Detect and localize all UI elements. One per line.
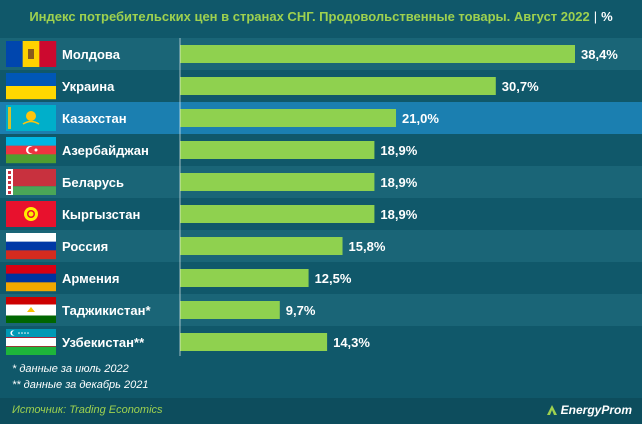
armenia-stripe [6, 265, 56, 274]
russia-flag [6, 233, 56, 259]
azerbaijan-stripe [6, 154, 56, 163]
value-label: 9,7% [286, 303, 316, 318]
russia-stripe [6, 242, 56, 251]
logo: EnergyProm [546, 403, 632, 417]
bar [180, 205, 374, 223]
chart-title: Индекс потребительских цен в странах СНГ… [0, 0, 642, 34]
moldova-stripe [6, 41, 23, 67]
bar-chart: Молдова 38,4% Украина 30,7% Казахстан 21,0% Аз… [0, 34, 642, 356]
kyrgyzstan-flag [6, 201, 56, 227]
moldova-emblem [28, 49, 34, 59]
title-separator: | [594, 9, 597, 24]
bar [180, 77, 496, 95]
bar [180, 45, 575, 63]
value-label: 18,9% [380, 207, 417, 222]
ukraine-stripe [6, 73, 56, 86]
chart-title-unit: % [601, 9, 613, 24]
moldova-flag [6, 41, 56, 67]
footnote-1: * данные за июль 2022 [12, 361, 148, 377]
russia-stripe [6, 250, 56, 259]
bar [180, 141, 374, 159]
value-label: 18,9% [380, 143, 417, 158]
footnotes: * данные за июль 2022 ** данные за декаб… [12, 361, 148, 393]
category-label: Беларусь [62, 175, 124, 190]
uzbekistan-flag [6, 329, 56, 355]
armenia-stripe [6, 282, 56, 291]
value-label: 30,7% [502, 79, 539, 94]
value-label: 15,8% [349, 239, 386, 254]
bar [180, 269, 309, 287]
value-label: 14,3% [333, 335, 370, 350]
tajikistan-green [6, 316, 56, 324]
belarus-green [6, 186, 56, 195]
source-text: Источник: Trading Economics [12, 404, 163, 416]
belarus-ornament [8, 191, 11, 194]
category-label: Кыргызстан [62, 207, 140, 222]
uzbekistan-green [6, 347, 56, 355]
uzbekistan-line [6, 337, 56, 338]
ukraine-flag [6, 73, 56, 99]
bar [180, 237, 343, 255]
belarus-ornament [8, 176, 11, 179]
uzbekistan-star [24, 332, 26, 334]
category-label: Узбекистан** [62, 335, 145, 350]
logo-text: EnergyProm [561, 403, 632, 417]
category-label: Азербайджан [62, 143, 149, 158]
source-bar: Источник: Trading Economics EnergyProm [0, 398, 642, 424]
tajikistan-flag [6, 297, 56, 323]
category-label: Таджикистан* [62, 303, 151, 318]
belarus-ornament [8, 186, 11, 189]
uzbekistan-line [6, 346, 56, 347]
belarus-flag [6, 169, 56, 195]
bar [180, 301, 280, 319]
category-label: Армения [62, 271, 119, 286]
value-label: 21,0% [402, 111, 439, 126]
category-label: Украина [62, 79, 115, 94]
value-label: 18,9% [380, 175, 417, 190]
tajikistan-red [6, 297, 56, 305]
belarus-red [6, 169, 56, 186]
azerbaijan-crescent-cut [28, 147, 35, 154]
azerbaijan-stripe [6, 137, 56, 146]
kazakhstan-ornament [8, 107, 11, 129]
uzbekistan-star [18, 332, 20, 334]
bar [180, 333, 327, 351]
azerbaijan-flag [6, 137, 56, 163]
bar [180, 109, 396, 127]
bar [180, 173, 374, 191]
armenia-flag [6, 265, 56, 291]
ukraine-stripe [6, 86, 56, 99]
kazakhstan-flag [6, 105, 56, 131]
value-label: 12,5% [315, 271, 352, 286]
uzbekistan-white [6, 338, 56, 346]
kyrgyzstan-center [29, 212, 34, 217]
uzbekistan-moon-cut [12, 331, 16, 335]
azerbaijan-star [35, 149, 38, 152]
category-label: Казахстан [62, 111, 127, 126]
energyprom-logo-icon [546, 404, 558, 416]
value-label: 38,4% [581, 47, 618, 62]
moldova-stripe [39, 41, 56, 67]
category-label: Молдова [62, 47, 121, 62]
russia-stripe [6, 233, 56, 242]
belarus-ornament [8, 181, 11, 184]
kazakhstan-sun [26, 111, 36, 121]
chart-title-text: Индекс потребительских цен в странах СНГ… [29, 9, 589, 24]
uzbekistan-star [21, 332, 23, 334]
uzbekistan-star [27, 332, 29, 334]
footnote-2: ** данные за декабрь 2021 [12, 377, 148, 393]
armenia-stripe [6, 274, 56, 283]
belarus-ornament [8, 171, 11, 174]
category-label: Россия [62, 239, 108, 254]
